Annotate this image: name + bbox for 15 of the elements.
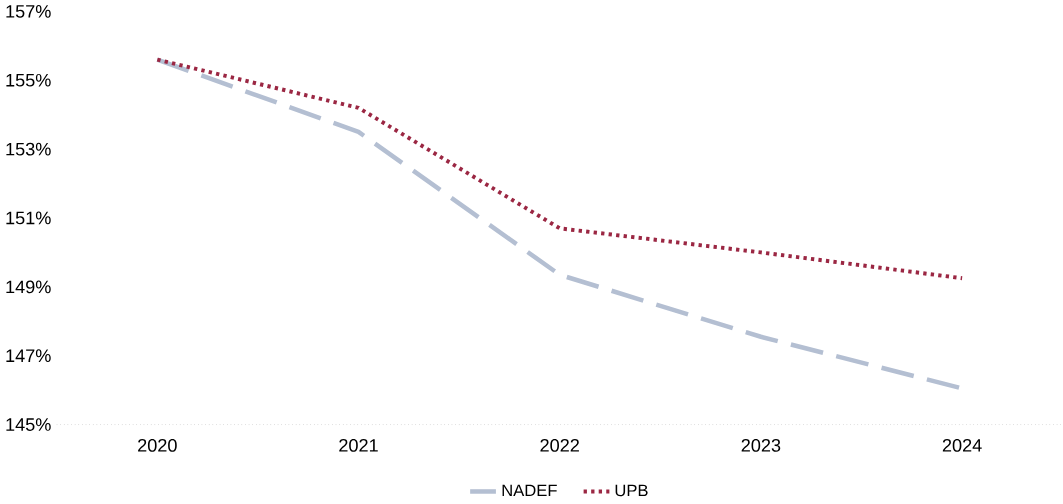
y-tick-label: 145% <box>6 418 51 431</box>
x-tick-label: 2020 <box>138 438 177 452</box>
legend-label: NADEF <box>502 484 557 496</box>
y-tick-label: 155% <box>6 73 51 87</box>
x-tick-label: 2021 <box>339 438 378 452</box>
x-tick-label: 2024 <box>942 438 982 452</box>
x-tick-label: 2022 <box>540 438 579 452</box>
y-tick-label: 149% <box>6 280 51 294</box>
x-tick-label: 2023 <box>741 438 781 452</box>
line-series <box>155 57 965 281</box>
y-tick-label: 157% <box>6 4 51 18</box>
y-tick-label: 151% <box>6 211 51 225</box>
y-tick-label: 147% <box>6 349 51 362</box>
legend-label: UPB <box>615 484 648 497</box>
y-tick-label: 153% <box>6 142 51 156</box>
